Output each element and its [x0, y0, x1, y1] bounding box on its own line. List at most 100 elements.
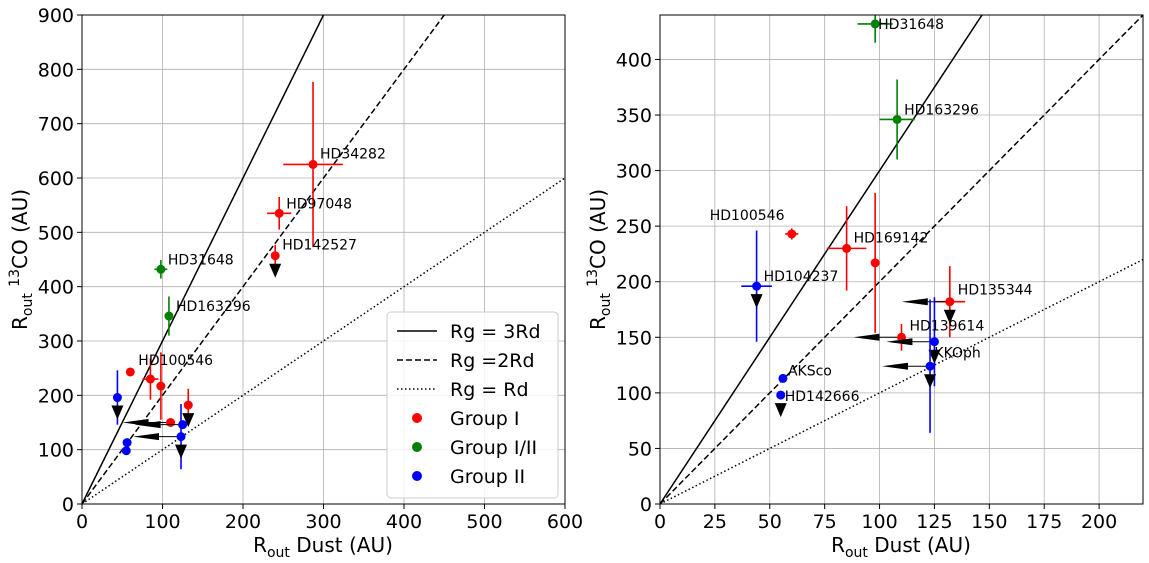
data-points [741, 15, 966, 433]
data-point [178, 420, 188, 430]
data-point [945, 297, 955, 307]
data-point [870, 19, 880, 29]
point-label: HD104237 [764, 269, 839, 285]
chart-panel-2: HD100546 HD169142 HD135344 HD139614 HD31648 H… [585, 14, 1144, 561]
data-point [125, 367, 135, 377]
upper-limit-arrow-down [774, 403, 787, 418]
upper-limit-arrow-left [901, 298, 928, 306]
x-tick-label: 400 [386, 511, 422, 533]
x-tick-label: 175 [1026, 511, 1062, 533]
point-label: HD31648 [878, 17, 944, 33]
data-point [183, 400, 193, 410]
axes-frame [659, 14, 1144, 505]
x-tick-label: 600 [547, 511, 583, 533]
point-label: HD34282 [320, 146, 386, 162]
data-point [122, 438, 132, 448]
x-tick-label: 0 [76, 511, 88, 533]
data-point [308, 159, 318, 169]
legend-label: Group II [450, 466, 525, 488]
point-label: HD139614 [910, 318, 985, 334]
y-tick-label: 0 [640, 494, 652, 516]
data-point [156, 264, 166, 274]
y-tick-label: 500 [38, 222, 74, 244]
x-tick-label: 25 [703, 511, 727, 533]
x-tick-label: 200 [1081, 511, 1117, 533]
x-axis-label: Rout Dust (AU) [831, 533, 971, 561]
x-tick-label: 50 [758, 511, 782, 533]
reference-line-dashed [660, 15, 1143, 504]
upper-limit-arrow-left [882, 362, 909, 370]
y-tick-label: 200 [38, 385, 74, 407]
x-tick-label: 150 [971, 511, 1007, 533]
legend-marker [412, 471, 422, 481]
y-tick-label: 100 [38, 440, 74, 462]
y-tick-label: 900 [38, 5, 74, 27]
y-tick-label: 150 [616, 327, 652, 349]
upper-limit-arrow-left [134, 421, 161, 429]
y-tick-label: 200 [616, 272, 652, 294]
data-point [164, 311, 174, 321]
upper-limit-arrow-down [924, 374, 937, 389]
point-label: HD169142 [854, 230, 929, 246]
data-point [156, 381, 166, 391]
data-point [752, 281, 762, 291]
x-tick-label: 75 [813, 511, 837, 533]
y-tick-label: 0 [62, 494, 74, 516]
upper-limit-arrow-left [886, 338, 913, 346]
point-label: HD163296 [904, 102, 979, 118]
legend-label: Rg =2Rd [450, 350, 535, 372]
y-axis-label: Rout 13CO (AU) [7, 189, 36, 330]
point-label: KKOph [934, 346, 980, 362]
legend-label: Rg = Rd [450, 379, 529, 401]
upper-limit-arrow-down [182, 413, 195, 428]
upper-limit-arrow-down [269, 263, 282, 278]
x-tick-label: 0 [654, 511, 666, 533]
data-point [929, 337, 939, 347]
y-tick-label: 400 [38, 277, 74, 299]
legend-label: Rg = 3Rd [450, 321, 541, 343]
y-tick-label: 300 [38, 331, 74, 353]
x-tick-label: 300 [305, 511, 341, 533]
data-point [121, 446, 131, 456]
y-tick-label: 400 [616, 49, 652, 71]
x-tick-label: 200 [225, 511, 261, 533]
y-tick-label: 100 [616, 383, 652, 405]
point-label: HD142527 [282, 238, 357, 254]
point-labels: HD100546 HD169142 HD135344 HD139614 HD31648 H… [710, 17, 1033, 405]
reference-lines [660, 15, 1143, 504]
upper-limit-arrow-down [928, 349, 941, 364]
upper-limit-arrow-down [111, 405, 124, 420]
x-tick-label: 500 [466, 511, 502, 533]
upper-limit-arrow-left [853, 333, 880, 341]
x-axis-label: Rout Dust (AU) [253, 533, 393, 561]
y-axis-label: Rout 13CO (AU) [585, 189, 614, 330]
point-label: HD100546 [138, 353, 213, 369]
data-point [270, 251, 280, 261]
point-label: HD135344 [958, 283, 1033, 299]
reference-line-solid [82, 15, 325, 504]
reference-line-solid [660, 15, 983, 504]
point-labels: HD34282 HD97048 HD142527 HD100546 HD31648 HD1… [138, 146, 386, 369]
legend-marker [412, 442, 422, 452]
point-label: HD100546 [710, 208, 785, 224]
y-tick-label: 250 [616, 216, 652, 238]
data-point [166, 418, 176, 427]
legend-label: Group I/II [450, 437, 537, 459]
data-point [145, 374, 155, 384]
reference-line-dotted [82, 177, 565, 504]
y-tick-label: 700 [38, 114, 74, 136]
reference-lines [82, 15, 565, 504]
point-label: AKSco [788, 363, 832, 379]
x-tick-label: 125 [916, 511, 952, 533]
reference-line-dotted [660, 258, 1143, 504]
data-point [776, 390, 786, 400]
data-point [274, 208, 284, 218]
data-point [892, 114, 902, 124]
data-point [925, 361, 935, 371]
y-tick-label: 800 [38, 59, 74, 81]
upper-limit-arrow-down [175, 444, 188, 459]
legend: Rg = 3Rd Rg =2Rd Rg = Rd Group I Group I/II G… [386, 311, 559, 499]
point-label: HD142666 [785, 389, 860, 405]
y-tick-label: 600 [38, 168, 74, 190]
